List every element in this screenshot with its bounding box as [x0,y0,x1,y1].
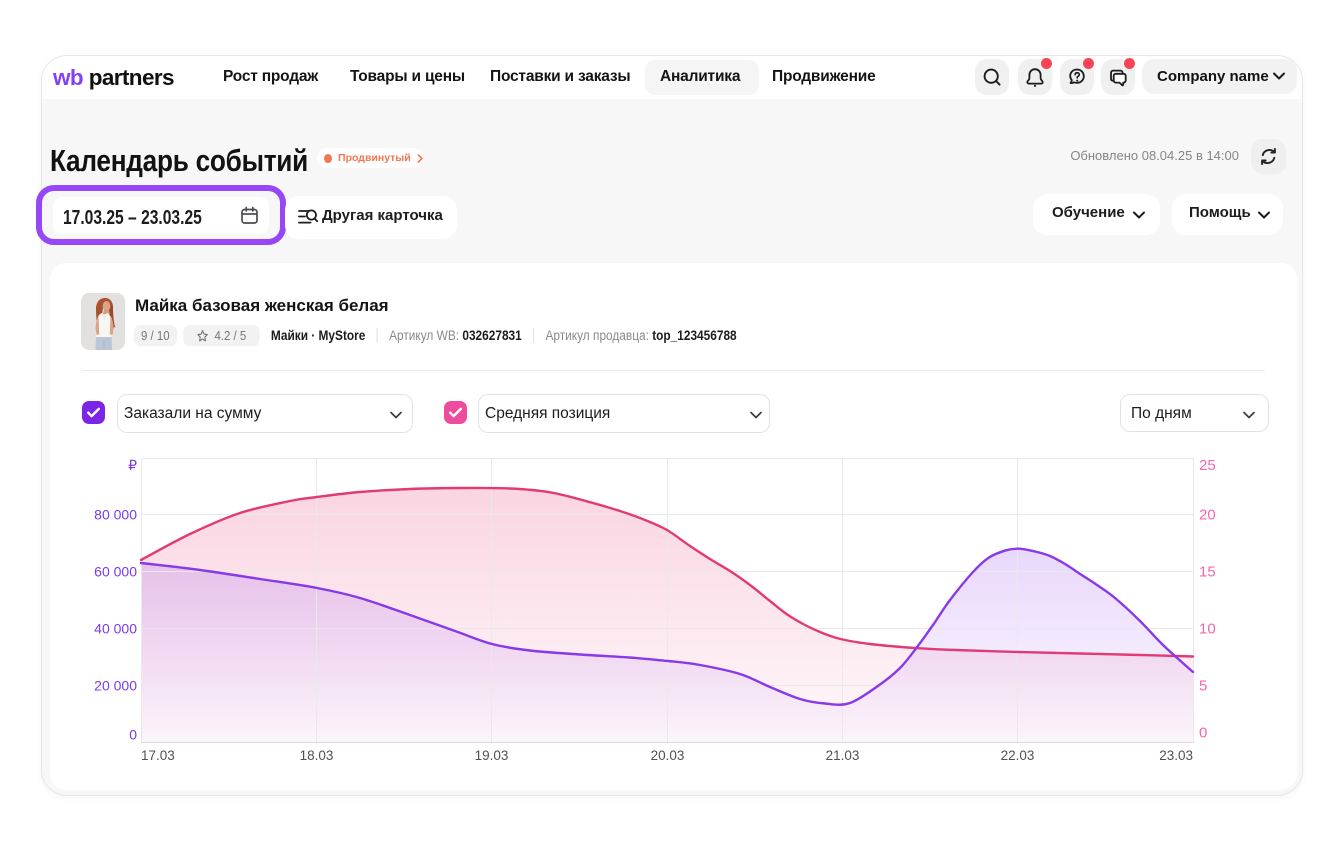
svg-text:5: 5 [1199,678,1207,695]
svg-text:22.03: 22.03 [1001,748,1035,763]
svg-text:80 000: 80 000 [94,507,137,523]
svg-text:20: 20 [1199,507,1216,524]
svg-text:21.03: 21.03 [826,748,860,763]
svg-text:40 000: 40 000 [94,621,137,637]
svg-text:23.03: 23.03 [1159,748,1193,763]
svg-text:10: 10 [1199,621,1216,638]
svg-text:60 000: 60 000 [94,564,137,580]
svg-text:20.03: 20.03 [651,748,685,763]
svg-text:20 000: 20 000 [94,678,137,694]
svg-text:25: 25 [1199,457,1216,474]
svg-text:17.03: 17.03 [141,748,175,763]
svg-text:19.03: 19.03 [475,748,509,763]
svg-text:0: 0 [1199,725,1207,742]
svg-text:18.03: 18.03 [300,748,334,763]
svg-text:0: 0 [129,727,137,743]
svg-text:₽: ₽ [128,457,137,473]
svg-text:15: 15 [1199,564,1216,581]
